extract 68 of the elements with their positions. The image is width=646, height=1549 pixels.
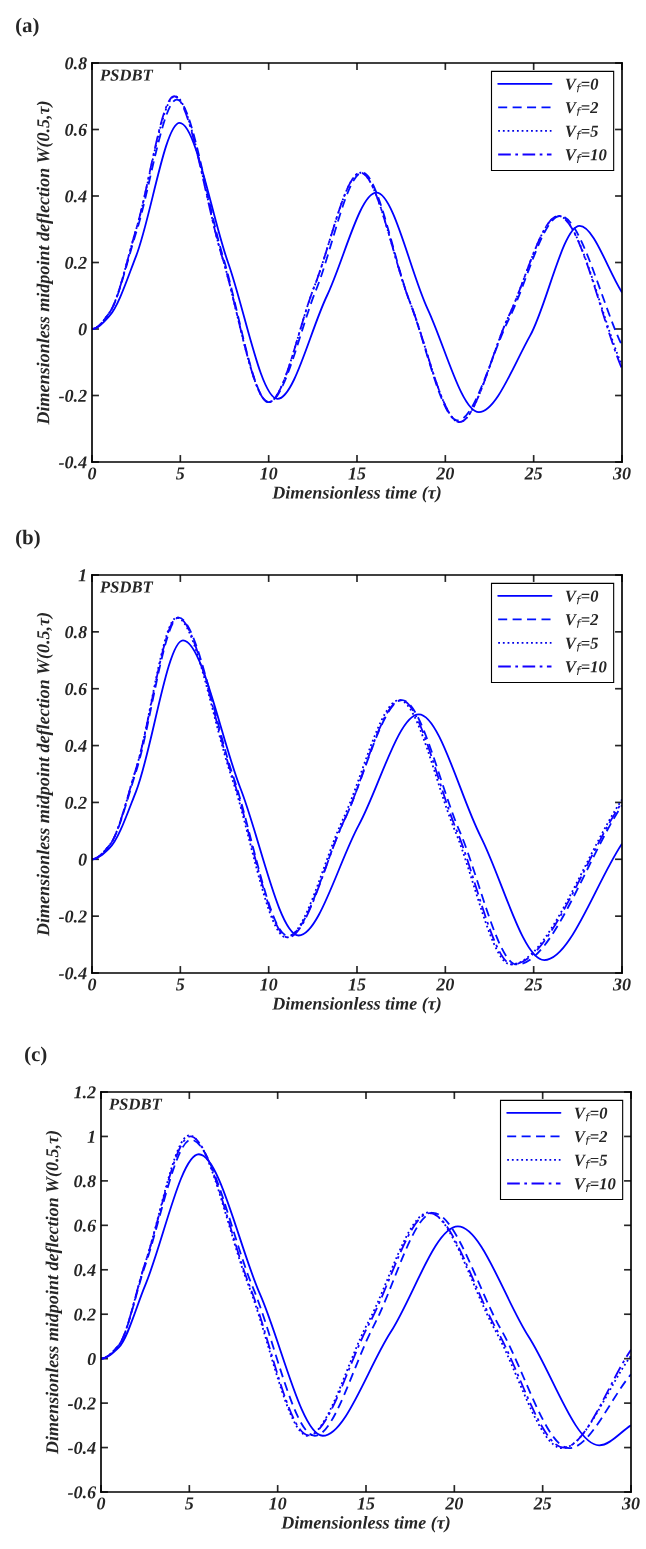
y-tick-label: 0.2: [74, 1308, 96, 1321]
y-tick-label: 1: [87, 1130, 95, 1143]
x-tick-label: 25: [524, 978, 543, 991]
x-tick-label: 10: [269, 1497, 287, 1510]
x-tick-label: 30: [612, 978, 631, 991]
y-tick-label: 0.4: [65, 739, 87, 753]
x-tick-label: 15: [348, 978, 366, 991]
legend-label: V$_{f}$=5: [565, 637, 599, 652]
legend-label: V$_{f}$=10: [565, 149, 607, 163]
y-tick-label: -0.4: [58, 456, 87, 469]
x-tick-label: 5: [176, 978, 185, 991]
y-tick-label: -0.4: [67, 1441, 96, 1455]
x-tick-label: 30: [621, 1497, 640, 1510]
annotation: PSDBT: [99, 69, 154, 81]
x-tick-label: 20: [445, 1497, 464, 1510]
chart-title: (a): [16, 17, 39, 37]
y-tick-label: -0.6: [67, 1486, 97, 1499]
y-tick-label: 0.4: [65, 190, 87, 203]
y-axis-title: Dimensionless midpoint deflection W(0.5,τ): [45, 1131, 62, 1455]
x-tick-label: 5: [185, 1497, 194, 1510]
legend-label: V$_{f}$=0: [565, 78, 599, 93]
legend-label: V$_{f}$=5: [574, 1154, 608, 1169]
x-tick-label: 25: [524, 467, 543, 480]
y-tick-label: 1: [78, 569, 86, 582]
x-tick-label: 30: [612, 467, 631, 480]
y-tick-label: 0.2: [65, 796, 87, 809]
y-tick-label: 0.6: [65, 123, 88, 137]
y-tick-label: 0.8: [74, 1175, 96, 1188]
x-tick-label: 20: [436, 978, 455, 991]
y-tick-label: 0.6: [65, 682, 88, 696]
y-tick-label: -0.2: [58, 910, 87, 923]
y-tick-label: 0: [78, 323, 87, 336]
legend-label: V$_{f}$=10: [574, 1178, 616, 1192]
y-tick-label: 0.4: [74, 1264, 96, 1277]
legend-label: V$_{f}$=2: [574, 1131, 608, 1145]
y-axis-title: Dimensionless midpoint deflection W(0.5,τ): [36, 613, 53, 937]
legend-label: V$_{f}$=0: [574, 1107, 608, 1122]
x-tick-label: 25: [533, 1497, 552, 1510]
x-tick-label: 15: [348, 467, 366, 480]
legend-label: V$_{f}$=10: [565, 661, 607, 675]
y-tick-label: 0.6: [74, 1219, 97, 1232]
x-tick-label: 5: [176, 467, 185, 480]
y-tick-label: -0.2: [58, 389, 87, 403]
x-axis-title: Dimensionless time (τ): [272, 997, 441, 1014]
x-tick-label: 15: [357, 1497, 375, 1510]
annotation: PSDBT: [108, 1098, 163, 1110]
y-tick-label: 0.2: [65, 256, 87, 270]
x-tick-label: 10: [260, 467, 278, 480]
legend-label: V$_{f}$=2: [565, 614, 599, 628]
legend-label: V$_{f}$=0: [565, 590, 599, 605]
x-axis-title: Dimensionless time (τ): [272, 486, 441, 503]
y-tick-label: 0.8: [65, 626, 87, 639]
x-tick-label: 20: [436, 467, 455, 480]
y-tick-label: -0.2: [67, 1397, 96, 1410]
x-tick-label: 10: [260, 978, 278, 991]
chart-title: (c): [25, 1046, 47, 1066]
chart-title: (b): [16, 529, 40, 549]
y-tick-label: 0: [87, 1352, 96, 1366]
y-tick-label: 0.8: [65, 57, 87, 70]
legend-label: V$_{f}$=5: [565, 125, 599, 140]
x-tick-label: 0: [97, 1497, 106, 1510]
annotation: PSDBT: [99, 581, 154, 593]
legend-label: V$_{f}$=2: [565, 102, 599, 116]
y-tick-label: 1.2: [73, 1086, 96, 1099]
y-axis-title: Dimensionless midpoint deflection W(0.5,τ): [36, 101, 53, 425]
y-tick-label: 0: [78, 853, 87, 866]
x-axis-title: Dimensionless time (τ): [281, 1516, 450, 1533]
y-tick-label: -0.4: [58, 967, 87, 980]
